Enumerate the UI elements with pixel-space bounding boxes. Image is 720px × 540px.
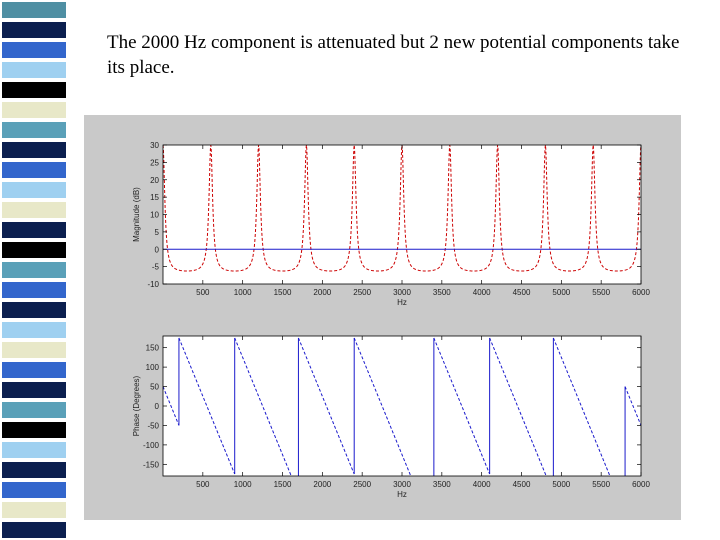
x-tick-label: 2000 [313,480,331,489]
strip-square [0,280,68,300]
x-tick-label: 2500 [353,288,371,297]
y-tick-label: 15 [150,193,159,202]
phase-segment [163,386,180,426]
y-tick-label: 0 [155,245,160,254]
strip-square [0,460,68,480]
strip-square [0,100,68,120]
x-tick-label: 1500 [274,480,292,489]
decorative-side-strip [0,0,68,540]
x-tick-label: 500 [196,480,210,489]
x-tick-label: 500 [196,288,210,297]
strip-square [0,500,68,520]
x-tick-label: 3500 [433,288,451,297]
x-tick-label: 3000 [393,480,411,489]
phase-segment [297,337,355,475]
phase-segment [624,386,641,426]
phase-segment [234,337,292,476]
x-tick-label: 5000 [552,480,570,489]
phase-segment [433,337,491,475]
y-tick-label: 100 [146,363,160,372]
strip-square [0,340,68,360]
y-tick-label: 20 [150,176,159,185]
x-tick-label: 1000 [234,480,252,489]
phase-segment [489,337,547,476]
phase-segment [353,337,412,476]
x-tick-label: 2500 [353,480,371,489]
strip-square [0,520,68,540]
phase-segment [552,337,611,476]
x-tick-label: 4000 [473,480,491,489]
x-tick-label: 2000 [313,288,331,297]
y-tick-label: -50 [147,421,159,430]
strip-square [0,80,68,100]
slide-caption: The 2000 Hz component is attenuated but … [107,32,680,78]
phase-segment [178,337,236,475]
strip-square [0,40,68,60]
x-tick-label: 4000 [473,288,491,297]
y-tick-label: 10 [150,211,159,220]
x-axis-label: Hz [397,298,407,307]
x-tick-label: 6000 [632,480,650,489]
plot-area-2 [163,336,641,476]
strip-square [0,260,68,280]
strip-square [0,320,68,340]
y-tick-label: 50 [150,383,159,392]
strip-square [0,200,68,220]
strip-square [0,400,68,420]
y-tick-label: -10 [147,280,159,289]
x-tick-label: 3500 [433,480,451,489]
strip-square [0,360,68,380]
x-tick-label: 5000 [552,288,570,297]
figure-svg: 500 1000 1500 2000 2500 3000 3500 4000 4500 5000 5… [132,141,650,499]
x-tick-label: 4500 [513,288,531,297]
strip-square [0,20,68,40]
x-tick-label: 5500 [592,480,610,489]
strip-square [0,120,68,140]
x-tick-label: 5500 [592,288,610,297]
x-tick-label: 1000 [234,288,252,297]
y-tick-label: 5 [155,228,160,237]
plot-series-group-1 [163,145,641,272]
y-axis-label: Phase (Degrees) [132,375,141,436]
x-tick-label: 4500 [513,480,531,489]
y-tick-label: 0 [155,402,160,411]
strip-square [0,380,68,400]
strip-square [0,480,68,500]
matlab-figure: 500 1000 1500 2000 2500 3000 3500 4000 4500 5000 5… [84,115,681,520]
strip-square [0,180,68,200]
strip-square [0,300,68,320]
strip-square [0,440,68,460]
strip-square [0,220,68,240]
plot-series-group-2 [163,337,641,476]
y-tick-label: 150 [146,344,160,353]
magnitude-curve [163,145,641,272]
y-tick-label: -150 [143,460,160,469]
strip-square [0,240,68,260]
y-tick-label: -100 [143,441,160,450]
strip-square [0,140,68,160]
x-tick-label: 3000 [393,288,411,297]
y-tick-label: -5 [152,263,160,272]
y-tick-label: 30 [150,141,159,150]
x-tick-label: 6000 [632,288,650,297]
y-tick-label: 25 [150,158,159,167]
strip-square [0,160,68,180]
strip-square [0,420,68,440]
plot-area-1 [163,145,641,284]
y-axis-label: Magnitude (dB) [132,187,141,242]
x-tick-label: 1500 [274,288,292,297]
x-axis-label: Hz [397,490,407,499]
strip-square [0,0,68,20]
strip-square [0,60,68,80]
